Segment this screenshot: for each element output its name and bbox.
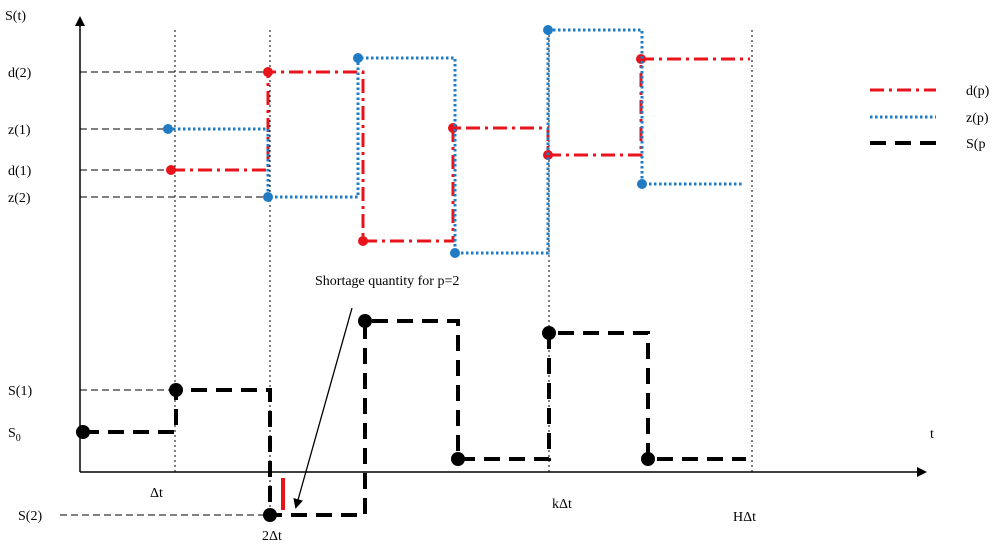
d-point-1 [166, 165, 176, 175]
y-axis-title: S(t) [5, 9, 26, 24]
d-series-line [171, 57, 750, 243]
label-s0-base: S [8, 426, 16, 441]
label-d1: d(1) [8, 164, 32, 179]
label-s2: S(2) [18, 509, 42, 524]
time-gridlines [174, 30, 753, 515]
legend-d-label: d(p) [966, 84, 990, 99]
z-series-points [163, 25, 647, 258]
label-s0: S0 [8, 426, 21, 444]
s-series-line [83, 319, 746, 517]
annotation-arrow [293, 307, 353, 509]
s-point-4 [451, 452, 465, 466]
level-guides [60, 71, 268, 516]
label-s0-sub: 0 [16, 433, 21, 444]
d-point-3 [358, 236, 368, 246]
z-point-2 [263, 192, 273, 202]
label-z1: z(1) [8, 123, 31, 138]
z-point-4 [450, 248, 460, 258]
d-point-2 [263, 67, 273, 77]
s-point-6 [641, 452, 655, 466]
label-hdt: HΔt [733, 510, 756, 525]
s-point-5 [542, 326, 556, 340]
s-series-points [76, 314, 655, 522]
label-z2: z(2) [8, 191, 31, 206]
s-point-3 [358, 314, 372, 328]
label-dt: Δt [150, 486, 163, 501]
legend-z-label: z(p) [966, 111, 989, 126]
legend: d(p) z(p) S(p [870, 84, 990, 152]
z-point-1 [163, 124, 173, 134]
legend-s-label: S(p [966, 137, 985, 152]
label-2dt: 2Δt [262, 529, 282, 544]
annotation-text: Shortage quantity for p=2 [315, 274, 459, 289]
s-point-0 [76, 425, 90, 439]
s-point-1 [169, 383, 183, 397]
label-kdt: kΔt [552, 497, 572, 512]
z-point-5 [543, 25, 553, 35]
x-axis-title: t [930, 427, 934, 442]
z-point-3 [353, 53, 363, 63]
label-s1: S(1) [8, 384, 32, 399]
z-point-6 [637, 179, 647, 189]
d-series-points [166, 54, 646, 246]
label-d2: d(2) [8, 66, 32, 81]
s-point-2 [263, 508, 277, 522]
z-series-line [168, 28, 742, 255]
